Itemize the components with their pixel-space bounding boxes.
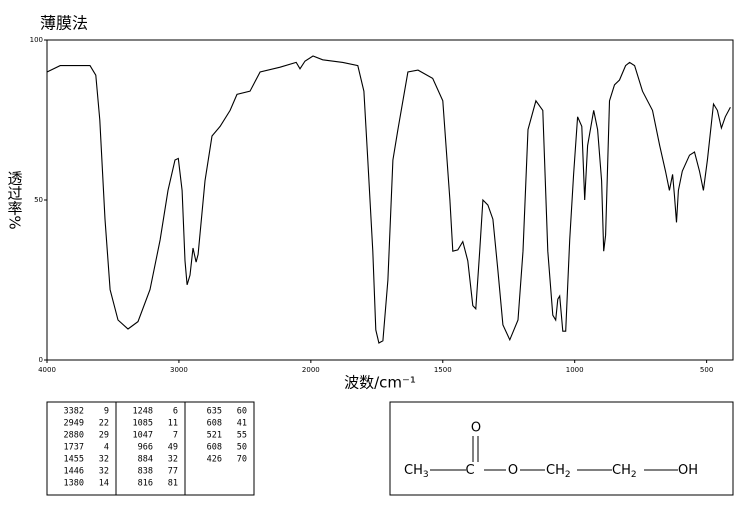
x-tick-label: 1500 bbox=[434, 366, 452, 374]
table-cell: 1047 bbox=[133, 431, 153, 441]
table-cell: 1455 bbox=[64, 455, 84, 465]
table-cell: 14 bbox=[99, 479, 109, 489]
atom-main: OH bbox=[678, 463, 698, 478]
table-cell: 32 bbox=[99, 467, 109, 477]
y-tick-label: 100 bbox=[30, 36, 43, 44]
atom: OH bbox=[678, 463, 698, 478]
table-cell: 32 bbox=[99, 455, 109, 465]
x-tick-label: 3000 bbox=[170, 366, 188, 374]
table-cell: 1248 bbox=[133, 407, 153, 417]
table-cell: 22 bbox=[99, 419, 109, 429]
table-cell: 77 bbox=[168, 467, 178, 477]
y-axis-label: 透过率% bbox=[6, 170, 24, 229]
x-tick-label: 1000 bbox=[566, 366, 584, 374]
table-cell: 608 bbox=[207, 443, 222, 453]
table-cell: 2880 bbox=[64, 431, 84, 441]
atom-sub: 3 bbox=[423, 470, 429, 480]
table-cell: 521 bbox=[207, 431, 222, 441]
table-cell: 884 bbox=[138, 455, 153, 465]
table-cell: 7 bbox=[173, 431, 178, 441]
table-cell: 50 bbox=[237, 443, 247, 453]
atom: C bbox=[465, 463, 474, 478]
spectrum-line bbox=[46, 55, 731, 344]
structure-frame bbox=[389, 401, 734, 496]
atom-main: C bbox=[465, 463, 474, 478]
table-cell: 1380 bbox=[64, 479, 84, 489]
table-cell: 1446 bbox=[64, 467, 84, 477]
table-cell: 966 bbox=[138, 443, 153, 453]
table-cell: 9 bbox=[104, 407, 109, 417]
table-cell: 4 bbox=[104, 443, 109, 453]
table-cell: 6 bbox=[173, 407, 178, 417]
table-cell: 426 bbox=[207, 455, 222, 465]
table-cell: 81 bbox=[168, 479, 178, 489]
table-cell: 70 bbox=[237, 455, 247, 465]
table-cell: 11 bbox=[168, 419, 178, 429]
table-cell: 3382 bbox=[64, 407, 84, 417]
x-axis-label: 波数/cm⁻¹ bbox=[344, 374, 416, 392]
atom-sub: 2 bbox=[565, 470, 571, 480]
table-cell: 816 bbox=[138, 479, 153, 489]
atom-sub: 2 bbox=[631, 470, 637, 480]
table-cell: 32 bbox=[168, 455, 178, 465]
atom-main: O bbox=[508, 463, 518, 478]
atom: CH2 bbox=[612, 463, 637, 480]
atom: O bbox=[508, 463, 518, 478]
table-cell: 838 bbox=[138, 467, 153, 477]
plot-frame bbox=[46, 39, 734, 361]
atom: CH2 bbox=[546, 463, 571, 480]
table-cell: 60 bbox=[237, 407, 247, 417]
y-tick-label: 50 bbox=[34, 196, 43, 204]
table-cell: 49 bbox=[168, 443, 178, 453]
atom: CH3 bbox=[404, 463, 429, 480]
y-tick-label: 0 bbox=[39, 356, 43, 364]
atom-main: CH bbox=[612, 463, 631, 478]
chart-title: 薄膜法 bbox=[40, 14, 88, 33]
atom-main: CH bbox=[404, 463, 423, 478]
table-cell: 1085 bbox=[133, 419, 153, 429]
table-cell: 635 bbox=[207, 407, 222, 417]
atom: O bbox=[471, 421, 481, 436]
x-tick-label: 4000 bbox=[38, 366, 56, 374]
atom-main: CH bbox=[546, 463, 565, 478]
table-cell: 608 bbox=[207, 419, 222, 429]
x-tick-label: 2000 bbox=[302, 366, 320, 374]
bonds bbox=[430, 436, 678, 471]
table-frame bbox=[46, 401, 255, 496]
table-cell: 1737 bbox=[64, 443, 84, 453]
x-tick-label: 500 bbox=[700, 366, 713, 374]
table-cell: 41 bbox=[237, 419, 247, 429]
table-cell: 2949 bbox=[64, 419, 84, 429]
table-cell: 55 bbox=[237, 431, 247, 441]
table-cell: 29 bbox=[99, 431, 109, 441]
